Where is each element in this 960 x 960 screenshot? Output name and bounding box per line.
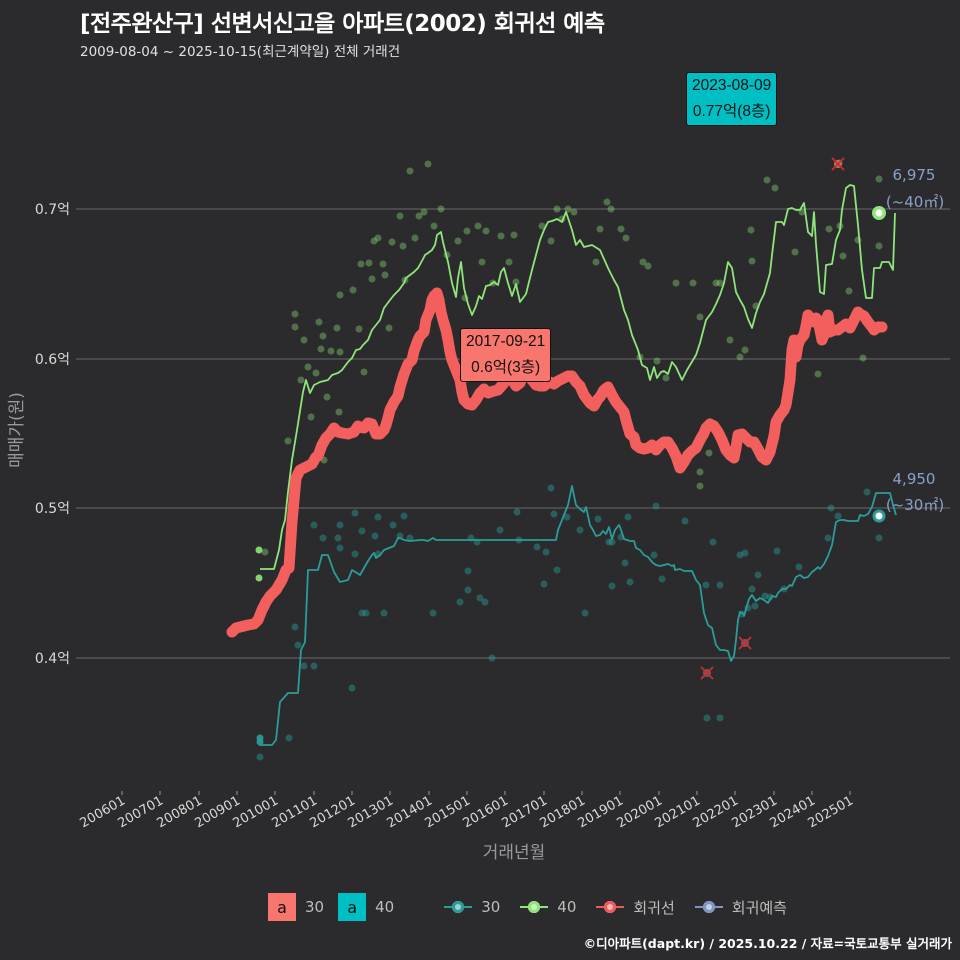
min-tooltip-date: 2017-09-21 [466, 333, 546, 350]
legend-line-30-label: 30 [481, 898, 501, 916]
prediction-point-40 [872, 206, 886, 220]
line-40 [260, 184, 896, 570]
x-tick-labels: 200601 200701 200801 200901 201001 20110… [78, 793, 856, 863]
max-tooltip-value: 0.77억(8층) [692, 103, 771, 120]
regression-line [226, 287, 888, 638]
x-axis-title: 거래년월 [483, 843, 546, 863]
source-footer: ©디아파트(dapt.kr) / 2025.10.22 / 자료=국토교통부 실… [583, 936, 952, 951]
y-tick-label: 0.7억 [35, 202, 70, 218]
scatter-40 [255, 94, 883, 582]
prediction-value-30: 4,950 [893, 470, 936, 488]
y-axis-title: 매매가(원) [7, 392, 27, 468]
outlier-markers [700, 157, 845, 680]
legend-regression-icon [596, 900, 625, 914]
legend-prediction-icon [694, 900, 723, 914]
legend-line-40-icon [520, 900, 549, 914]
y-tick-label: 0.4억 [35, 651, 70, 667]
max-tooltip-date: 2023-08-09 [692, 77, 772, 94]
chart-title: [전주완산구] 선변서신고을 아파트(2002) 회귀선 예측 [80, 11, 605, 37]
prediction-area-30: (~30㎡) [886, 496, 944, 514]
legend-line-40-label: 40 [557, 898, 577, 916]
prediction-value-40: 6,975 [893, 166, 936, 184]
max-price-tooltip: 2023-08-09 0.77억(8층) [686, 72, 778, 126]
scatter-30 [256, 484, 883, 761]
min-tooltip-value: 0.6억(3층) [471, 359, 541, 376]
line-30 [259, 485, 897, 746]
chart-subtitle: 2009-08-04 ~ 2025-10-15(최근계약일) 전체 거래건 [80, 44, 401, 60]
legend-fill-40-swatch: a [338, 893, 367, 921]
y-axis: 0.7억 0.6억 0.5억 0.4억 매매가(원) [7, 202, 70, 667]
legend-regression-label: 회귀선 [633, 898, 675, 917]
min-price-tooltip: 2017-09-21 0.6억(3층) [460, 328, 552, 382]
legend-fill-30-label: 30 [305, 898, 325, 916]
legend-prediction-label: 회귀예측 [731, 898, 787, 917]
legend-line-30-icon [444, 900, 473, 914]
chart-legend: a 30 a 40 30 40 회귀선 회귀예측 [268, 893, 801, 921]
y-tick-label: 0.5억 [35, 501, 70, 517]
legend-fill-30-swatch: a [268, 893, 296, 921]
prediction-point-30 [872, 509, 886, 523]
y-tick-label: 0.6억 [35, 352, 70, 368]
legend-fill-40-label: 40 [375, 898, 395, 916]
prediction-area-40: (~40㎡) [886, 193, 944, 211]
x-axis [121, 791, 851, 795]
